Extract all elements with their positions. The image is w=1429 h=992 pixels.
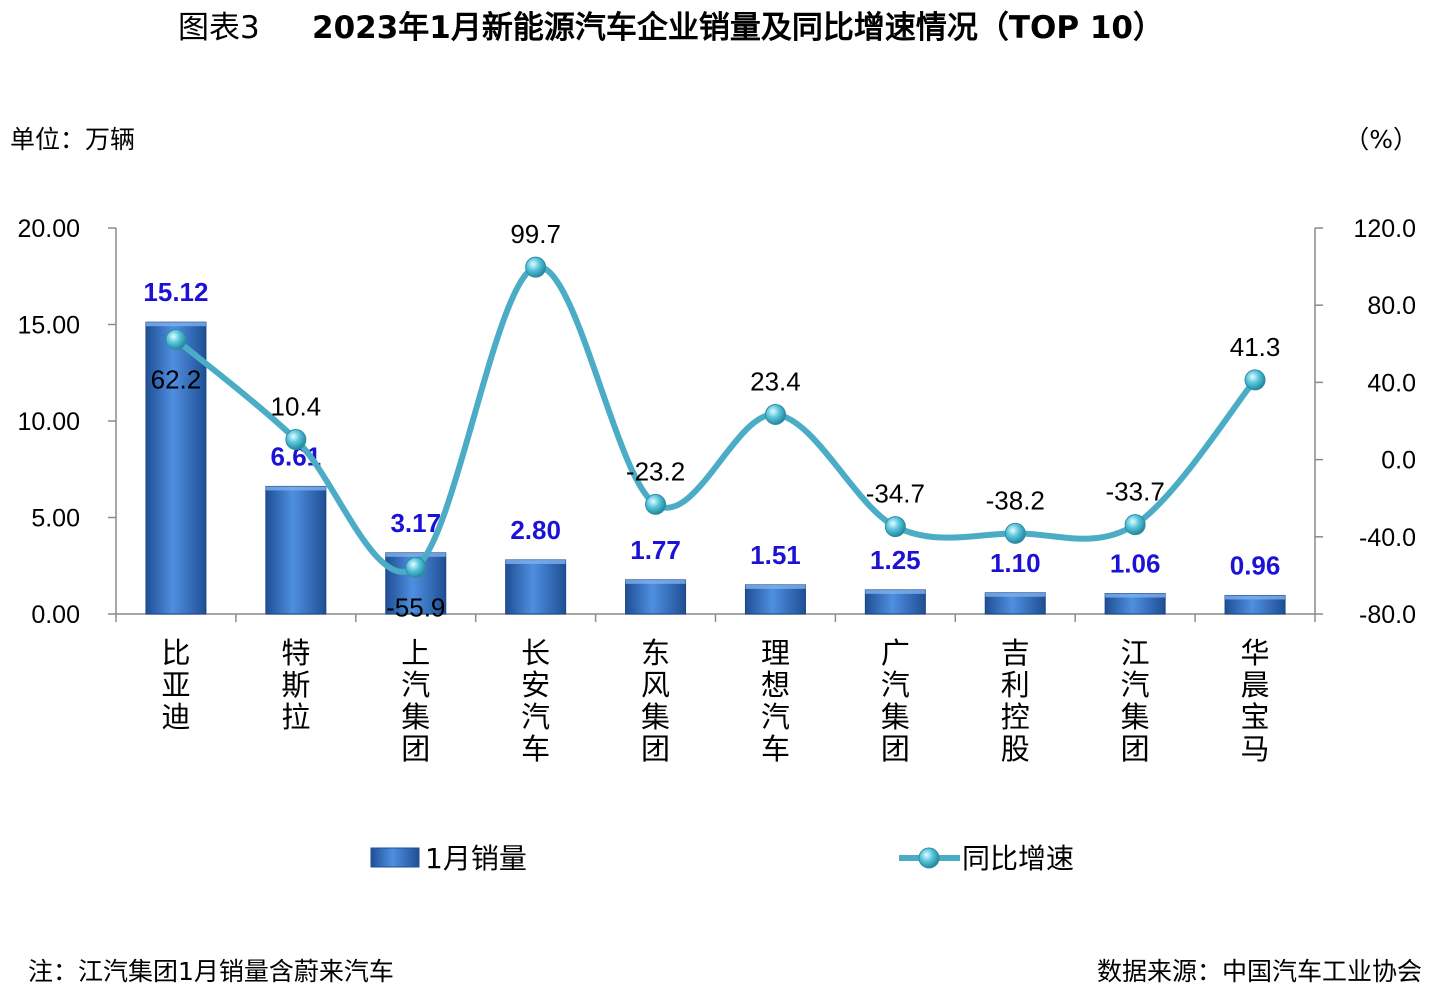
category-label: 华晨宝马 [1241, 636, 1270, 766]
category-label: 东风集团 [641, 636, 670, 766]
right-axis-tick-label: -80.0 [1359, 601, 1416, 629]
category-label: 广汽集团 [881, 636, 910, 766]
line-data-label: -38.2 [986, 485, 1045, 515]
bar-top-highlight [865, 589, 926, 594]
line-point [1004, 522, 1026, 544]
line-data-label: 41.3 [1230, 332, 1281, 362]
bar-top-highlight [1105, 593, 1166, 598]
data-source: 数据来源：中国汽车工业协会 [1097, 957, 1422, 986]
bar [265, 485, 327, 615]
bar-top-highlight [265, 486, 326, 491]
right-axis-unit: （%） [1344, 125, 1418, 154]
legend: 1月销量 同比增速 [370, 842, 1074, 875]
bar-top-highlight [505, 559, 566, 564]
right-axis-tick-label: 120.0 [1353, 215, 1416, 243]
footnote: 注：江汽集团1月销量含蔚来汽车 [28, 957, 394, 986]
category-label: 上汽集团 [401, 636, 430, 766]
right-axis-tick-label: -40.0 [1359, 524, 1416, 552]
left-axis-tick-label: 15.00 [17, 312, 80, 340]
growth-line [172, 264, 1259, 575]
legend-bar-label: 1月销量 [425, 842, 527, 875]
bar [744, 584, 806, 615]
bar-top-highlight [745, 584, 806, 589]
category-label: 特斯拉 [281, 636, 310, 734]
bar-top-highlight [385, 552, 446, 557]
bar-data-label: 0.96 [1230, 550, 1281, 580]
chart-title-prefix: 图表3 [178, 10, 260, 46]
line-data-label: -23.2 [626, 456, 685, 486]
legend-line-marker [918, 847, 940, 869]
right-axis-tick-label: 80.0 [1367, 292, 1416, 320]
bar-top-highlight [145, 322, 206, 327]
category-label: 理想汽车 [761, 636, 790, 766]
category-label: 江汽集团 [1121, 636, 1150, 766]
left-axis-tick-label: 0.00 [31, 601, 80, 629]
bar-data-label: 1.25 [870, 545, 921, 575]
line-data-label: 99.7 [510, 219, 561, 249]
right-axis-tick-label: 0.0 [1381, 447, 1416, 475]
line-point [1124, 514, 1146, 536]
left-axis-unit: 单位：万辆 [10, 125, 135, 154]
line-point [645, 493, 667, 515]
bar-data-label: 3.17 [390, 508, 441, 538]
category-label: 吉利控股 [1001, 636, 1030, 766]
line-point [405, 556, 427, 578]
line-series: 62.2 10.4 -55.9 99.7 -23.2 23.4 -34.7 -38.2 -33.… [151, 219, 1281, 622]
line-data-label: 10.4 [271, 392, 322, 422]
line-data-label: -33.7 [1106, 477, 1165, 507]
left-axis-tick-label: 20.00 [17, 215, 80, 243]
left-axis-tick-label: 10.00 [17, 408, 80, 436]
category-label: 比亚迪 [161, 636, 190, 734]
line-point [884, 516, 906, 538]
bar [625, 579, 687, 615]
line-data-label: -55.9 [386, 592, 445, 622]
right-axis-tick-label: 40.0 [1367, 369, 1416, 397]
line-point [525, 256, 547, 278]
line-data-label: 23.4 [750, 366, 801, 396]
line-point [1244, 369, 1266, 391]
left-axis-tick-label: 5.00 [31, 505, 80, 533]
bar [864, 589, 926, 615]
bar-data-label: 1.10 [990, 548, 1041, 578]
bar-data-label: 1.77 [630, 535, 681, 565]
bar-top-highlight [625, 579, 686, 584]
chart-title: 2023年1月新能源汽车企业销量及同比增速情况（TOP 10） [312, 10, 1164, 46]
category-label: 长安汽车 [521, 636, 550, 766]
line-data-label: -34.7 [866, 479, 925, 509]
category-labels: 比亚迪 特斯拉 上汽集团 长安汽车 东风集团 理想汽车 广汽集团 吉利控股 江汽集团 华晨宝马 [161, 636, 1269, 766]
line-point [165, 329, 187, 351]
bar-top-highlight [985, 592, 1046, 597]
line-data-label: 62.2 [151, 365, 202, 395]
line-point [285, 429, 307, 451]
bar-data-label: 15.12 [143, 277, 208, 307]
legend-line-label: 同比增速 [962, 842, 1074, 875]
bar-data-label: 1.51 [750, 540, 801, 570]
bar-data-label: 1.06 [1110, 549, 1161, 579]
bar [505, 559, 567, 615]
bar-top-highlight [1225, 595, 1286, 600]
bar-series: 15.126.613.17 2.801.77 1.51 1.25 1.10 1.06 0.9… [143, 277, 1286, 615]
line-point [764, 403, 786, 425]
legend-bar-swatch [370, 847, 420, 868]
bar-data-label: 2.80 [510, 515, 561, 545]
chart-axes: 0.00 5.00 10.00 15.00 20.00 -80.0 -40.0 0.0 40.0… [17, 215, 1416, 629]
